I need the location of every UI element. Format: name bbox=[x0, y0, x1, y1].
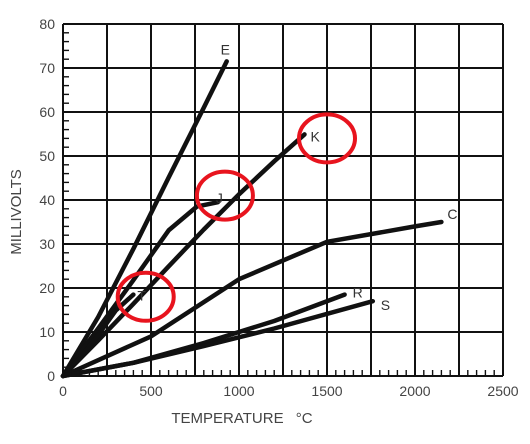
x-axis-unit: °C bbox=[296, 410, 313, 427]
y-tick-label: 50 bbox=[39, 148, 55, 164]
chart-highlights bbox=[115, 112, 357, 323]
series-line-S bbox=[60, 298, 376, 379]
chart-minor-ticks bbox=[62, 23, 504, 377]
highlight-circle-J bbox=[194, 169, 255, 222]
series-label-E: E bbox=[221, 41, 230, 57]
y-tick-label: 0 bbox=[47, 368, 55, 384]
y-tick-label: 20 bbox=[39, 280, 55, 296]
series-line-T bbox=[60, 292, 136, 379]
series-line-E bbox=[60, 59, 229, 379]
series-label-S: S bbox=[381, 297, 390, 313]
chart-curve-labels: E J K T C R S bbox=[137, 41, 457, 313]
y-tick-label: 70 bbox=[39, 60, 55, 76]
series-label-J: J bbox=[216, 190, 223, 206]
x-axis-title-text: TEMPERATURE bbox=[171, 410, 283, 427]
x-tick-label: 0 bbox=[59, 383, 67, 399]
series-label-T: T bbox=[137, 288, 146, 304]
y-tick-label: 80 bbox=[39, 16, 55, 32]
x-tick-label: 2000 bbox=[399, 383, 430, 399]
y-tick-label: 10 bbox=[39, 324, 55, 340]
highlight-circle-T bbox=[115, 270, 176, 323]
y-axis-title: MILLIVOLTS bbox=[8, 169, 25, 255]
series-label-C: C bbox=[447, 206, 457, 222]
series-label-K: K bbox=[310, 128, 320, 144]
series-line-C bbox=[60, 219, 444, 379]
chart-grid bbox=[62, 23, 504, 377]
y-tick-label: 60 bbox=[39, 104, 55, 120]
series-label-R: R bbox=[353, 285, 363, 301]
x-tick-label: 2500 bbox=[487, 383, 518, 399]
x-tick-label: 1000 bbox=[223, 383, 254, 399]
chart-series bbox=[60, 59, 444, 379]
chart-tick-labels: 0 10 20 30 40 50 60 70 80 0 500 1000 1500 2000 2500 bbox=[39, 16, 518, 399]
y-tick-label: 40 bbox=[39, 192, 55, 208]
x-tick-label: 1500 bbox=[311, 383, 342, 399]
highlight-circle-K bbox=[297, 112, 357, 165]
x-tick-label: 500 bbox=[139, 383, 163, 399]
series-line-K bbox=[60, 132, 307, 379]
x-axis-title: TEMPERATURE °C bbox=[171, 410, 312, 427]
y-tick-label: 30 bbox=[39, 236, 55, 252]
